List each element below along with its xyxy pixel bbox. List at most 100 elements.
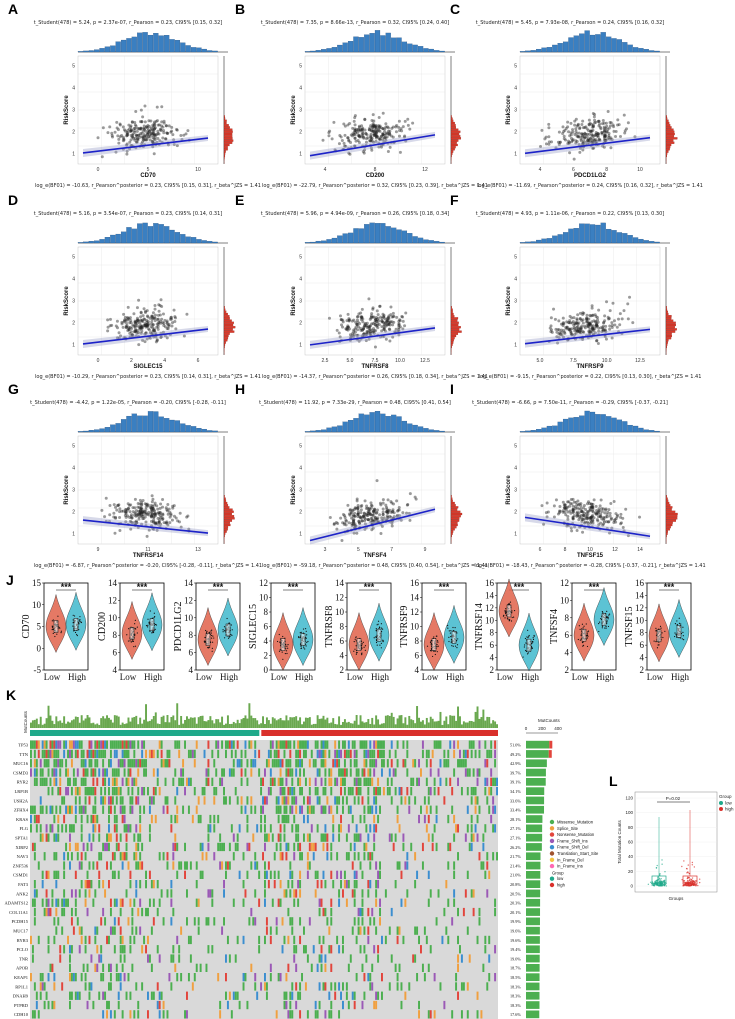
data-point: [342, 522, 346, 526]
data-point: [129, 321, 133, 325]
violin-point: [134, 623, 136, 625]
data-point: [141, 514, 145, 518]
mutation-cell: [111, 740, 114, 749]
mutation-cell: [254, 749, 257, 759]
mutation-cell: [418, 814, 420, 824]
mutation-cell: [421, 740, 424, 749]
top-hist-bar: [649, 241, 655, 244]
data-point: [565, 325, 569, 329]
mutation-cell: [148, 805, 151, 814]
mutation-cell: [35, 777, 38, 786]
data-point: [383, 135, 387, 139]
top-hist-bar: [190, 237, 197, 244]
data-point: [165, 508, 169, 512]
violin-point: [377, 620, 380, 622]
data-point: [369, 316, 373, 320]
top-hist-bar: [77, 242, 84, 244]
data-point: [364, 324, 368, 328]
mutation-cell: [412, 777, 415, 786]
tmb-bar: [41, 724, 44, 728]
data-point: [126, 502, 130, 506]
y-tick-label: 5: [514, 444, 517, 450]
data-point: [563, 128, 567, 132]
data-point: [150, 315, 154, 319]
top-hist-bar: [77, 431, 84, 433]
mutation-cell: [283, 740, 286, 749]
data-point: [565, 325, 569, 329]
violin-point: [279, 641, 281, 643]
data-point: [372, 119, 376, 123]
mutation-cell: [164, 777, 167, 786]
right-hist-bar: [665, 130, 675, 133]
data-point: [353, 524, 357, 528]
y-tick-label: 8: [189, 630, 194, 640]
data-point: [157, 309, 161, 313]
tmb-bar: [145, 704, 147, 728]
violin-point: [656, 647, 659, 649]
right-hist-bar: [450, 150, 454, 153]
data-point: [397, 324, 401, 328]
data-point: [595, 323, 599, 327]
data-point: [569, 329, 573, 333]
mutation-cell: [285, 777, 288, 786]
mutation-cell: [92, 768, 95, 777]
data-point: [561, 324, 565, 328]
data-point: [355, 128, 359, 132]
right-hist-bar: [665, 319, 674, 322]
data-point: [590, 320, 594, 324]
mutation-cell: [425, 777, 428, 786]
tmb-bar: [240, 719, 243, 728]
mutation-cell: [230, 749, 233, 759]
violin-point: [305, 636, 307, 638]
data-point: [128, 331, 132, 335]
tmb-bar: [416, 706, 419, 728]
data-point: [580, 134, 584, 138]
data-point: [361, 317, 365, 321]
mutation-cell: [30, 805, 32, 814]
data-point: [574, 321, 578, 325]
sig-stars: ***: [213, 582, 224, 592]
violin-point: [355, 645, 357, 647]
right-hist-bar: [665, 150, 669, 153]
data-point: [365, 321, 369, 325]
data-point: [388, 328, 392, 332]
data-point: [617, 123, 621, 127]
tmb-bar: [160, 716, 163, 728]
mutation-cell: [246, 777, 249, 786]
violin-panel: J: [6, 572, 14, 588]
right-hist-bar: [665, 326, 675, 329]
data-point: [601, 144, 605, 148]
mutation-cell: [203, 749, 206, 759]
gene-count-bar: [526, 740, 550, 749]
mutation-cell: [96, 740, 99, 749]
mutation-cell: [427, 796, 430, 805]
data-point: [369, 146, 373, 150]
data-point: [350, 523, 354, 527]
mutation-cell: [191, 814, 194, 824]
tmb-bar: [332, 718, 335, 728]
right-hist-bar: [223, 150, 226, 153]
data-point: [580, 135, 584, 139]
violin-point: [532, 637, 534, 639]
data-point: [375, 508, 379, 512]
violin-point: [362, 641, 364, 643]
data-point: [612, 499, 616, 503]
data-point: [371, 526, 375, 530]
violin-point: [606, 620, 608, 622]
top-hist-bar: [201, 428, 207, 433]
data-point: [372, 331, 376, 335]
data-point: [404, 311, 408, 315]
data-point: [601, 324, 605, 328]
y-tick-label: 8: [565, 613, 570, 623]
data-point: [391, 510, 395, 514]
data-point: [377, 145, 381, 149]
mutation-cell: [297, 759, 300, 768]
data-point: [594, 324, 598, 328]
data-point: [379, 531, 383, 535]
top-hist-bar: [196, 239, 202, 244]
data-point: [126, 506, 130, 510]
data-point: [369, 520, 373, 524]
data-point: [389, 134, 393, 138]
data-point: [402, 135, 406, 139]
